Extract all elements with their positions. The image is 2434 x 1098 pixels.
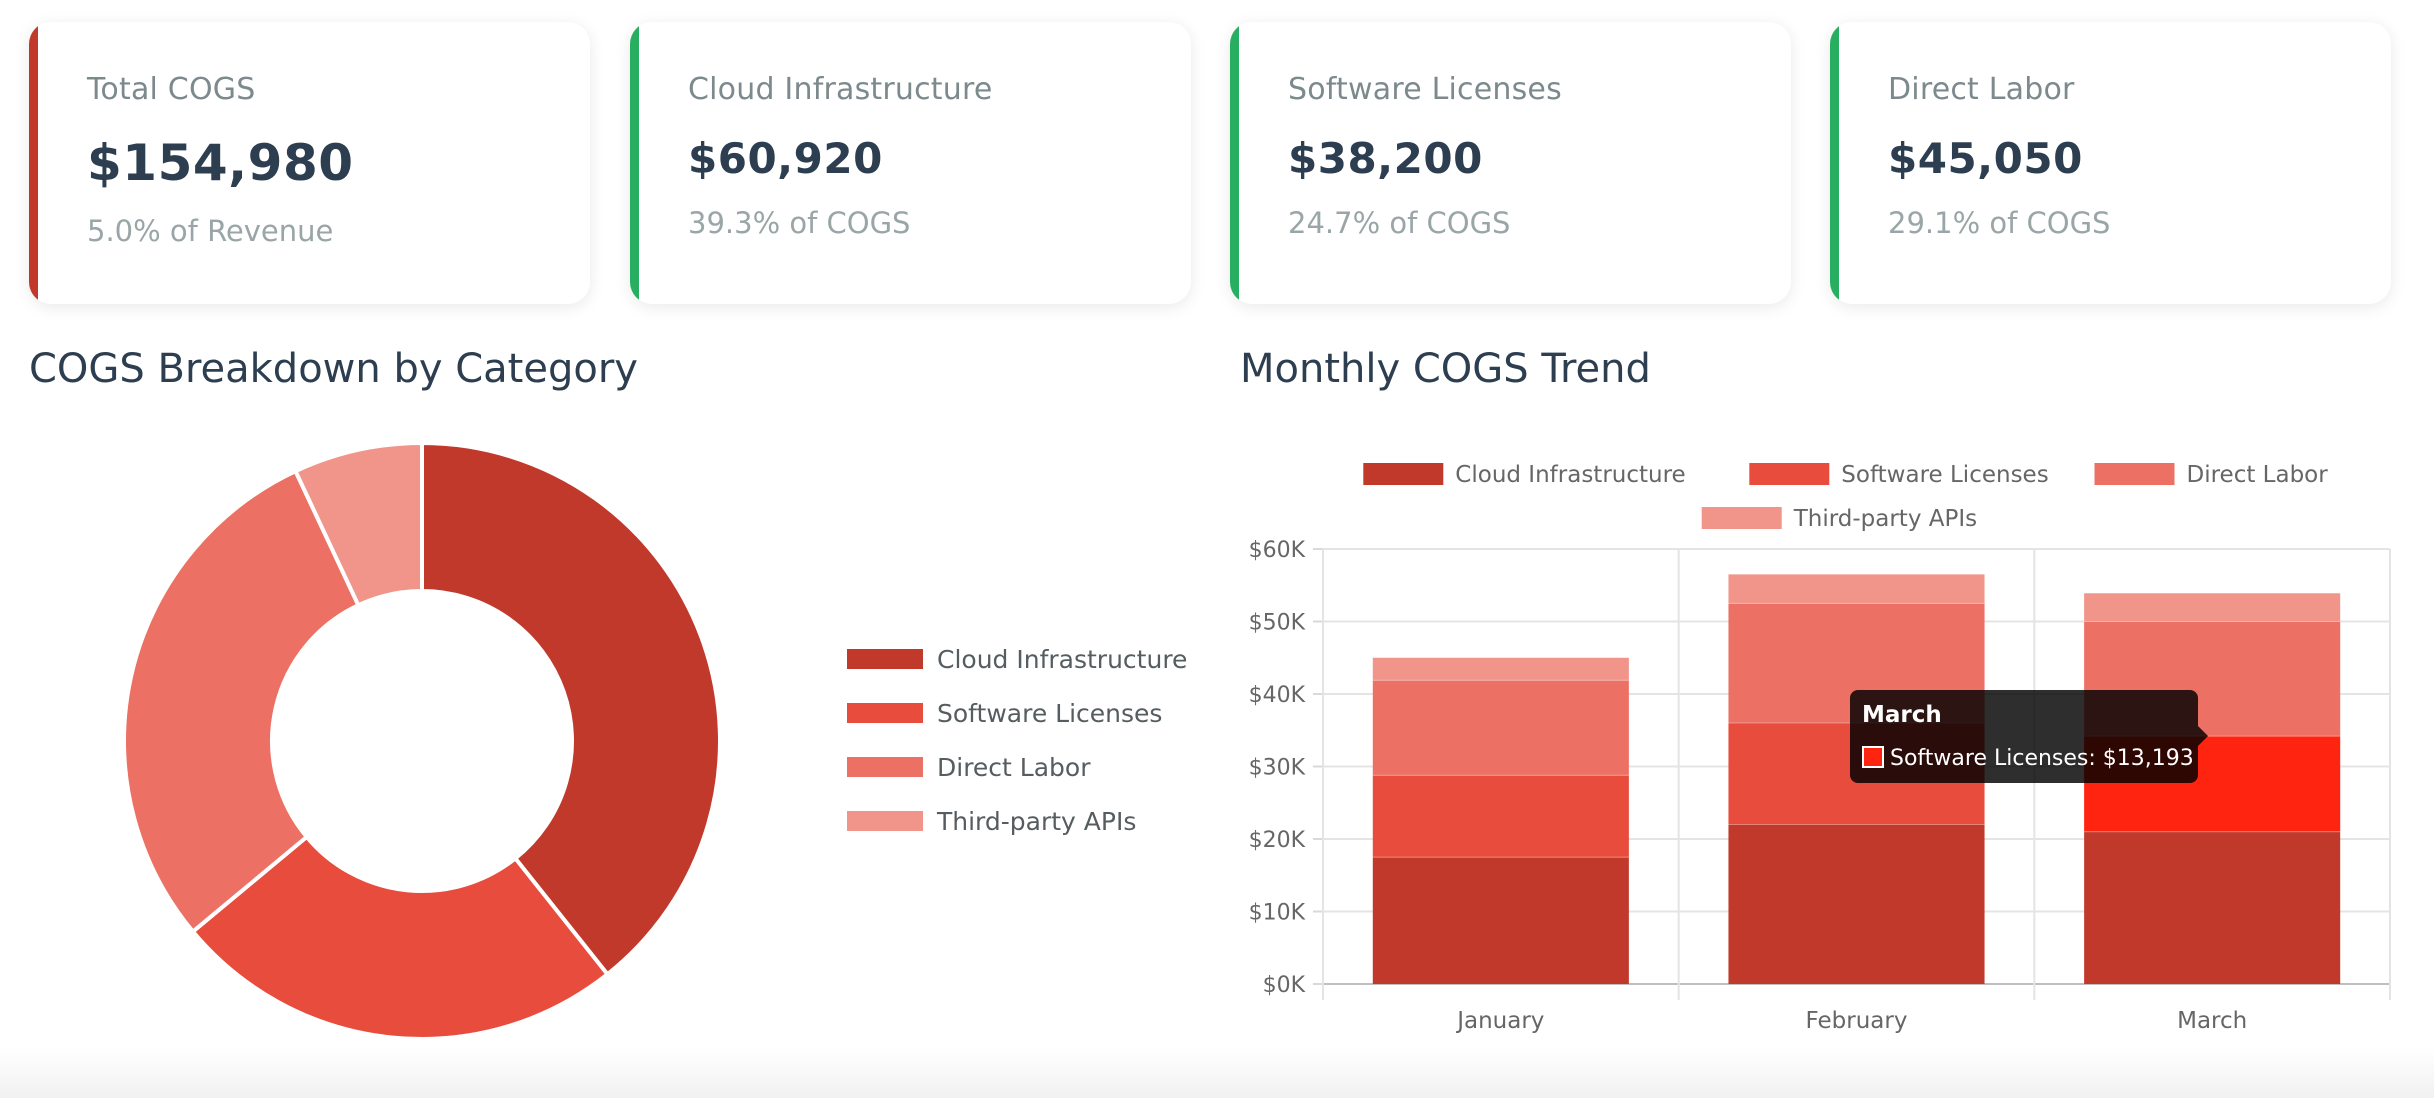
y-tick-label: $10K [1249,901,1306,926]
kpi-card-total-cogs: Total COGS $154,980 5.0% of Revenue [29,22,590,304]
legend-swatch-third-party-apis [1701,507,1782,529]
legend-swatch-direct-labor [2094,463,2175,485]
y-tick-label: $50K [1249,611,1306,636]
bar-segment-march-cloud-infrastructure[interactable] [2084,831,2341,984]
y-tick-label: $30K [1249,756,1306,781]
legend-label[interactable]: Software Licenses [937,699,1162,728]
card-title: Total COGS [87,72,256,107]
card-subtext: 5.0% of Revenue [87,214,334,248]
bar-segment-january-cloud-infrastructure[interactable] [1372,857,1629,984]
kpi-card-direct-labor: Direct Labor $45,050 29.1% of COGS [1830,22,2391,304]
breakdown-section-title: COGS Breakdown by Category [29,346,638,392]
card-value: $154,980 [87,134,354,192]
bar-segment-january-third-party-apis[interactable] [1372,657,1629,681]
chart-tooltip: March Software Licenses: $13,193 [1850,690,2208,783]
bar-segment-january-direct-labor[interactable] [1372,680,1629,776]
bar-segment-march-third-party-apis[interactable] [2084,593,2341,622]
tooltip-background [1850,690,2198,783]
kpi-card-cloud-infrastructure: Cloud Infrastructure $60,920 39.3% of CO… [630,22,1191,304]
kpi-card-software-licenses: Software Licenses $38,200 24.7% of COGS [1230,22,1791,304]
y-tick-label: $0K [1263,973,1306,998]
bar-segment-january-software-licenses[interactable] [1372,775,1629,858]
page-bottom-fade [0,1048,2434,1098]
card-accent-bar [1230,22,1239,304]
legend-label[interactable]: Direct Labor [2187,462,2329,488]
doughnut-slice-direct-labor[interactable] [122,468,362,935]
cogs-breakdown-doughnut-chart[interactable]: Cloud Infrastructure Software Licenses Dir… [0,420,1220,1060]
y-tick-label: $20K [1249,828,1306,853]
monthly-cogs-stacked-bar-chart[interactable]: $0K $10K $20K $30K $40K $50K $60K January Februa… [1200,420,2434,1060]
y-tick-label: $60K [1249,538,1306,563]
legend-label[interactable]: Direct Labor [937,753,1091,782]
legend-label[interactable]: Cloud Infrastructure [937,645,1187,674]
card-value: $60,920 [688,134,883,183]
bar-segment-february-cloud-infrastructure[interactable] [1728,824,1985,985]
x-tick-label: January [1455,1008,1544,1034]
card-subtext: 39.3% of COGS [688,206,911,240]
doughnut-slice-cloud-infrastructure[interactable] [420,440,722,978]
legend-swatch-software-licenses [1749,463,1830,485]
legend-label[interactable]: Third-party APIs [936,807,1136,836]
card-title: Direct Labor [1888,72,2075,107]
legend-swatch-software-licenses [847,703,923,723]
card-subtext: 29.1% of COGS [1888,206,2111,240]
card-title: Software Licenses [1288,72,1562,107]
tooltip-swatch [1862,746,1884,768]
legend-label[interactable]: Third-party APIs [1793,506,1977,532]
doughnut-slice-third-party-apis[interactable] [292,440,424,608]
legend-swatch-cloud-infrastructure [847,649,923,669]
legend-label[interactable]: Cloud Infrastructure [1455,462,1685,488]
card-value: $38,200 [1288,134,1483,183]
x-tick-label: March [2177,1008,2247,1034]
legend-swatch-third-party-apis [847,811,923,831]
legend-swatch-cloud-infrastructure [1363,463,1444,485]
card-accent-bar [630,22,639,304]
legend-swatch-direct-labor [847,757,923,777]
card-subtext: 24.7% of COGS [1288,206,1511,240]
bar-segment-february-third-party-apis[interactable] [1728,574,1985,604]
tooltip-caret [2198,726,2208,746]
doughnut-slice-software-licenses[interactable] [190,834,611,1041]
legend-label[interactable]: Software Licenses [1841,462,2048,488]
card-accent-bar [1830,22,1839,304]
trend-section-title: Monthly COGS Trend [1240,346,1651,392]
y-tick-label: $40K [1249,683,1306,708]
tooltip-title: March [1862,702,1942,728]
x-tick-label: February [1806,1008,1908,1034]
card-accent-bar [29,22,38,304]
tooltip-label: Software Licenses: $13,193 [1890,746,2194,771]
card-value: $45,050 [1888,134,2083,183]
card-title: Cloud Infrastructure [688,72,993,107]
